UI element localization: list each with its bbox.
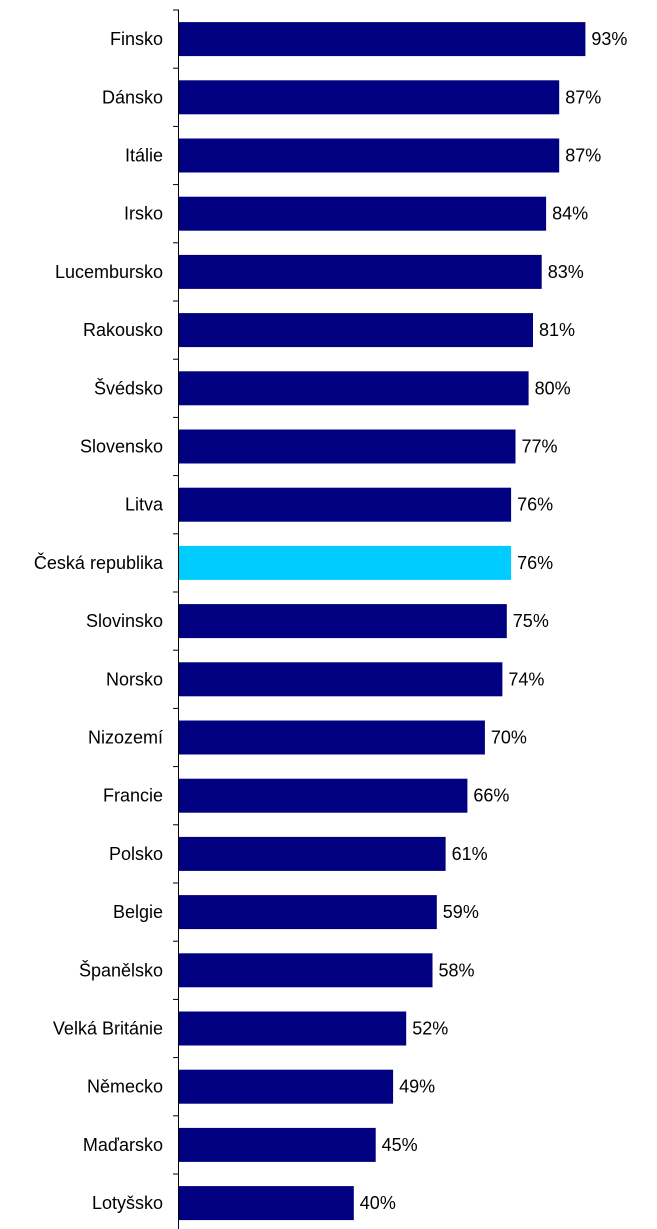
- category-label-spanelsko: Španělsko: [79, 959, 163, 980]
- category-labels: Finsko Dánsko Itálie Irsko Lucembursko Rakous…: [34, 29, 164, 1213]
- value-label-polsko: 61%: [452, 844, 488, 864]
- value-label-slovinsko: 75%: [513, 611, 549, 631]
- value-label-ceska-republika: 76%: [517, 553, 553, 573]
- bar-nizozemi: [179, 721, 485, 755]
- bar-slovinsko: [179, 604, 507, 638]
- bar-ceska-republika: [179, 546, 511, 580]
- value-label-lucembursko: 83%: [548, 262, 584, 282]
- category-label-italie: Itálie: [125, 146, 163, 166]
- category-label-lucembursko: Lucembursko: [55, 262, 163, 282]
- category-label-nemecko: Německo: [87, 1077, 163, 1097]
- category-label-irsko: Irsko: [124, 204, 163, 224]
- category-label-nizozemi: Nizozemí: [88, 728, 163, 748]
- bar-norsko: [179, 662, 502, 696]
- bar-spanelsko: [179, 953, 433, 987]
- category-label-velka-britanie: Velká Británie: [53, 1019, 163, 1039]
- value-label-velka-britanie: 52%: [412, 1019, 448, 1039]
- bar-polsko: [179, 837, 446, 871]
- value-label-irsko: 84%: [552, 204, 588, 224]
- value-label-belgie: 59%: [443, 902, 479, 922]
- category-label-dansko: Dánsko: [102, 87, 163, 107]
- category-label-rakousko: Rakousko: [83, 320, 163, 340]
- bar-finsko: [179, 22, 585, 56]
- bar-lucembursko: [179, 255, 542, 289]
- value-label-lotyssko: 40%: [360, 1193, 396, 1213]
- bar-rakousko: [179, 313, 533, 347]
- bar-nemecko: [179, 1070, 393, 1104]
- value-label-rakousko: 81%: [539, 320, 575, 340]
- category-label-ceska-republika: Česká republika: [34, 552, 164, 573]
- y-axis: [173, 10, 179, 1229]
- value-label-nemecko: 49%: [399, 1077, 435, 1097]
- value-label-dansko: 87%: [565, 87, 601, 107]
- value-label-svedsko: 80%: [535, 378, 571, 398]
- category-label-slovensko: Slovensko: [80, 437, 163, 457]
- value-label-madarsko: 45%: [382, 1135, 418, 1155]
- bar-lotyssko: [179, 1186, 354, 1220]
- category-label-svedsko: Švédsko: [94, 377, 163, 398]
- value-label-francie: 66%: [473, 786, 509, 806]
- category-label-belgie: Belgie: [113, 902, 163, 922]
- bar-francie: [179, 779, 467, 813]
- bar-svedsko: [179, 371, 529, 405]
- bar-litva: [179, 488, 511, 522]
- category-label-polsko: Polsko: [109, 844, 163, 864]
- bar-velka-britanie: [179, 1012, 406, 1046]
- category-label-slovinsko: Slovinsko: [86, 611, 163, 631]
- value-label-slovensko: 77%: [522, 437, 558, 457]
- category-label-finsko: Finsko: [110, 29, 163, 49]
- category-label-madarsko: Maďarsko: [83, 1135, 163, 1155]
- bar-irsko: [179, 197, 546, 231]
- value-label-italie: 87%: [565, 146, 601, 166]
- bar-madarsko: [179, 1128, 376, 1162]
- value-label-norsko: 74%: [508, 669, 544, 689]
- category-label-lotyssko: Lotyšsko: [92, 1193, 163, 1213]
- value-label-finsko: 93%: [591, 29, 627, 49]
- value-label-litva: 76%: [517, 495, 553, 515]
- value-label-nizozemi: 70%: [491, 728, 527, 748]
- bar-dansko: [179, 80, 559, 114]
- category-label-francie: Francie: [103, 786, 163, 806]
- bar-belgie: [179, 895, 437, 929]
- bar-italie: [179, 139, 559, 173]
- value-label-spanelsko: 58%: [439, 960, 475, 980]
- category-label-litva: Litva: [125, 495, 164, 515]
- category-label-norsko: Norsko: [106, 669, 163, 689]
- bar-slovensko: [179, 430, 516, 464]
